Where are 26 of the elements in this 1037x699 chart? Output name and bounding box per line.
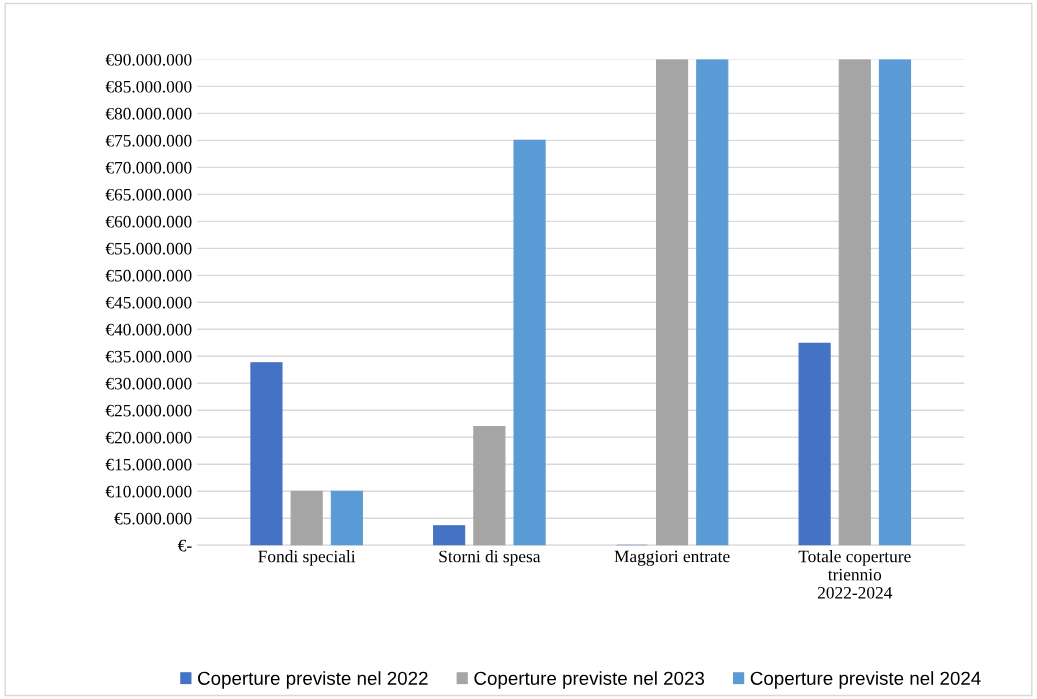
y-tick-label: €90.000.000 bbox=[105, 53, 192, 66]
legend-label: Coperture previste nel 2022 bbox=[198, 671, 428, 689]
x-tick-label: Storni di spesa bbox=[439, 550, 541, 566]
x-tick-label: Maggiori entrate bbox=[614, 550, 730, 566]
y-tick-label: €- bbox=[177, 539, 192, 552]
y-tick-label: €25.000.000 bbox=[105, 404, 192, 417]
y-tick-label: €15.000.000 bbox=[105, 458, 192, 471]
y-tick-label: €80.000.000 bbox=[105, 107, 192, 120]
y-tick-label: €60.000.000 bbox=[105, 215, 192, 228]
legend-label: Coperture previste nel 2023 bbox=[474, 671, 705, 689]
x-tick-label: Totale coperture triennio 2022-2024 bbox=[798, 550, 911, 599]
y-tick-label: €85.000.000 bbox=[105, 80, 192, 93]
legend-label: Coperture previste nel 2024 bbox=[750, 671, 981, 689]
y-tick-label: €50.000.000 bbox=[105, 269, 192, 282]
y-tick-label: €70.000.000 bbox=[105, 161, 192, 174]
y-tick-label: €40.000.000 bbox=[105, 323, 192, 336]
y-tick-label: €35.000.000 bbox=[105, 350, 192, 363]
y-tick-label: €45.000.000 bbox=[105, 296, 192, 309]
y-tick-label: €10.000.000 bbox=[105, 485, 192, 498]
y-tick-label: €30.000.000 bbox=[105, 377, 192, 390]
y-tick-label: €5.000.000 bbox=[114, 512, 192, 525]
y-tick-label: €65.000.000 bbox=[105, 188, 192, 201]
y-tick-label: €55.000.000 bbox=[105, 242, 192, 255]
x-tick-label: Fondi speciali bbox=[258, 550, 356, 566]
y-tick-label: €75.000.000 bbox=[105, 134, 192, 147]
y-tick-label: €20.000.000 bbox=[105, 431, 192, 444]
